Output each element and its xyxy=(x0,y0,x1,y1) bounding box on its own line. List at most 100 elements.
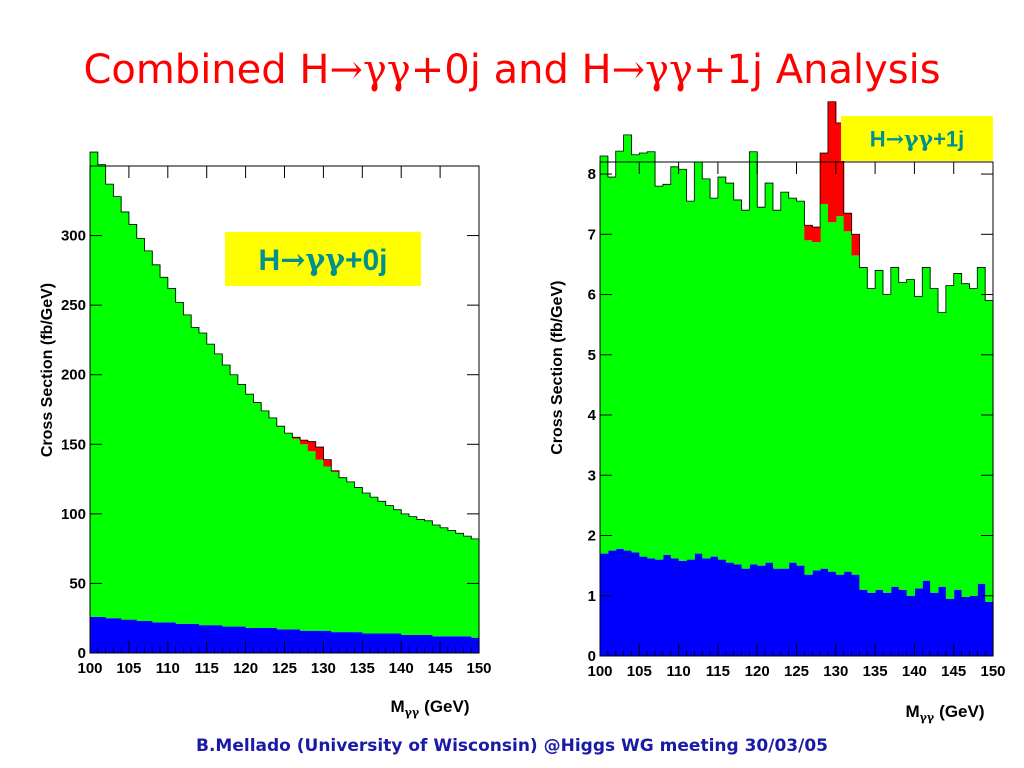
bar xyxy=(694,162,703,554)
y-tick-label: 1 xyxy=(588,588,596,605)
bar xyxy=(961,283,971,597)
bar xyxy=(607,550,617,656)
bar xyxy=(152,622,161,653)
bar xyxy=(385,633,395,653)
x-tick-label: 125 xyxy=(784,663,809,680)
bar xyxy=(440,527,449,637)
bar xyxy=(890,267,900,587)
x-tick-label: 135 xyxy=(863,663,888,680)
bar xyxy=(222,626,231,653)
y-tick-label: 5 xyxy=(588,347,596,364)
bar xyxy=(890,586,900,656)
bar xyxy=(113,196,122,619)
bar xyxy=(362,633,371,653)
bar xyxy=(796,565,805,656)
bar xyxy=(710,556,719,656)
bar xyxy=(206,344,216,626)
bar xyxy=(843,571,853,656)
bar xyxy=(121,619,130,653)
channel-label-box xyxy=(225,232,421,286)
bar xyxy=(985,601,994,656)
bar xyxy=(346,481,356,633)
bar xyxy=(416,634,426,653)
bar xyxy=(331,470,340,473)
bar xyxy=(725,183,735,563)
x-tick-label: 120 xyxy=(233,660,258,677)
y-axis-label: Cross Section (fb/GeV) xyxy=(39,283,56,457)
y-tick-label: 200 xyxy=(61,367,86,384)
y-tick-label: 2 xyxy=(588,528,596,545)
y-tick-label: 150 xyxy=(61,436,86,453)
bar xyxy=(749,564,758,656)
bar xyxy=(670,166,680,559)
bar xyxy=(882,294,892,593)
bar xyxy=(961,596,971,656)
bar xyxy=(985,300,994,602)
series-2 xyxy=(90,152,480,638)
bar xyxy=(867,592,876,656)
bar xyxy=(191,327,200,624)
bar xyxy=(97,164,107,617)
x-tick-label: 110 xyxy=(666,663,690,680)
bar xyxy=(906,595,915,656)
bar xyxy=(820,568,829,656)
bar xyxy=(338,477,348,633)
bar xyxy=(307,451,317,631)
bar xyxy=(953,273,963,590)
x-tick-label: 125 xyxy=(272,660,297,677)
bar xyxy=(851,255,860,575)
bar xyxy=(315,459,324,631)
bar xyxy=(969,288,978,596)
slide-title: Combined H→γγ+0j and H→γγ+1j Analysis xyxy=(0,42,1024,98)
bar xyxy=(183,623,192,653)
bar xyxy=(214,625,223,653)
bar xyxy=(639,152,648,557)
bar xyxy=(377,501,387,634)
bar xyxy=(851,234,860,256)
bar xyxy=(315,630,324,653)
title-gamma-gamma-2: γγ xyxy=(645,47,693,93)
bar xyxy=(765,562,774,656)
bar xyxy=(408,634,418,653)
bar xyxy=(655,559,664,656)
y-axis-label: Cross Section (fb/GeV) xyxy=(549,281,566,455)
title-part2: +0j and H xyxy=(410,47,612,93)
bar xyxy=(315,447,324,460)
bar xyxy=(937,312,947,587)
x-tick-label: 135 xyxy=(350,660,375,677)
bar xyxy=(631,552,640,656)
bar xyxy=(639,556,648,656)
bar xyxy=(300,440,309,445)
bar xyxy=(686,559,695,656)
bar xyxy=(647,151,656,559)
bar xyxy=(471,637,480,653)
bar xyxy=(167,288,177,623)
x-tick-label: 105 xyxy=(627,663,652,680)
x-tick-label: 140 xyxy=(902,663,927,680)
x-tick-label: 150 xyxy=(980,663,1005,680)
bar xyxy=(702,558,711,656)
bar xyxy=(655,186,664,560)
bar xyxy=(463,636,472,653)
bar xyxy=(906,279,915,596)
bar xyxy=(152,264,161,623)
bar xyxy=(354,487,363,633)
bar xyxy=(914,588,923,656)
bar xyxy=(882,592,892,656)
bar xyxy=(977,267,986,584)
bar xyxy=(307,441,317,452)
x-tick-label: 115 xyxy=(195,660,219,677)
bar xyxy=(922,267,931,581)
bar xyxy=(733,199,743,565)
bar xyxy=(175,623,184,653)
bar xyxy=(401,513,410,635)
bar xyxy=(678,560,688,656)
bar xyxy=(631,154,640,553)
bar xyxy=(827,571,837,656)
title-arrow-1: → xyxy=(329,47,363,93)
bar xyxy=(780,568,790,656)
bar xyxy=(144,250,153,621)
bar xyxy=(843,213,853,232)
bar xyxy=(772,210,782,569)
